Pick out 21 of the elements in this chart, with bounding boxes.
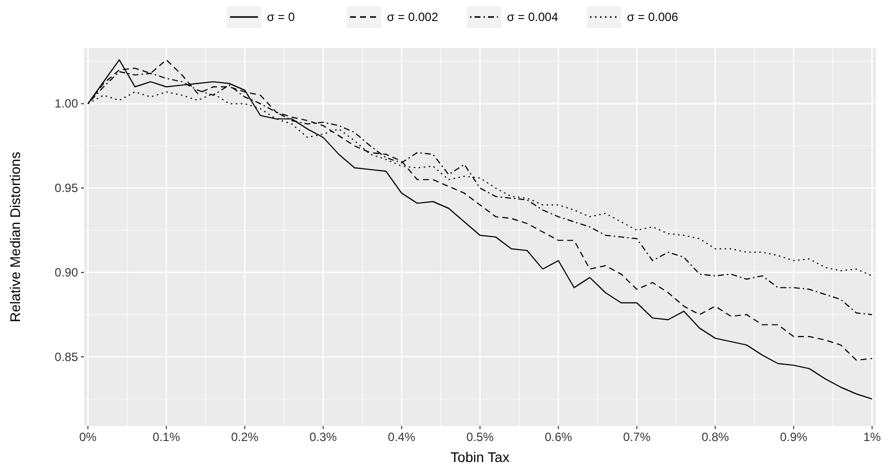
y-tick-label: 0.90 (54, 265, 78, 280)
x-tick-label: 0.5% (466, 430, 494, 444)
y-axis-title: Relative Median Distortions (7, 152, 23, 322)
y-tick-label: 1.00 (54, 96, 78, 111)
y-tick-label: 0.95 (54, 181, 78, 196)
x-tick-label: 0.1% (152, 430, 180, 444)
legend-label: σ = 0.006 (627, 10, 678, 24)
x-tick-label: 0.8% (702, 430, 730, 444)
x-tick-label: 0.6% (544, 430, 572, 444)
legend-label: σ = 0 (267, 10, 296, 24)
legend-label: σ = 0.002 (387, 10, 438, 24)
x-tick-label: 0.9% (780, 430, 808, 444)
x-tick-label: 0.2% (231, 430, 259, 444)
x-tick-label: 0.7% (623, 430, 651, 444)
x-axis-title: Tobin Tax (450, 449, 510, 465)
y-tick-label: 0.85 (54, 350, 78, 364)
legend-label: σ = 0.004 (507, 10, 558, 24)
x-tick-label: 0.4% (388, 430, 416, 444)
x-tick-label: 1% (863, 430, 882, 444)
x-tick-label: 0% (79, 430, 97, 444)
x-tick-label: 0.3% (309, 430, 338, 444)
